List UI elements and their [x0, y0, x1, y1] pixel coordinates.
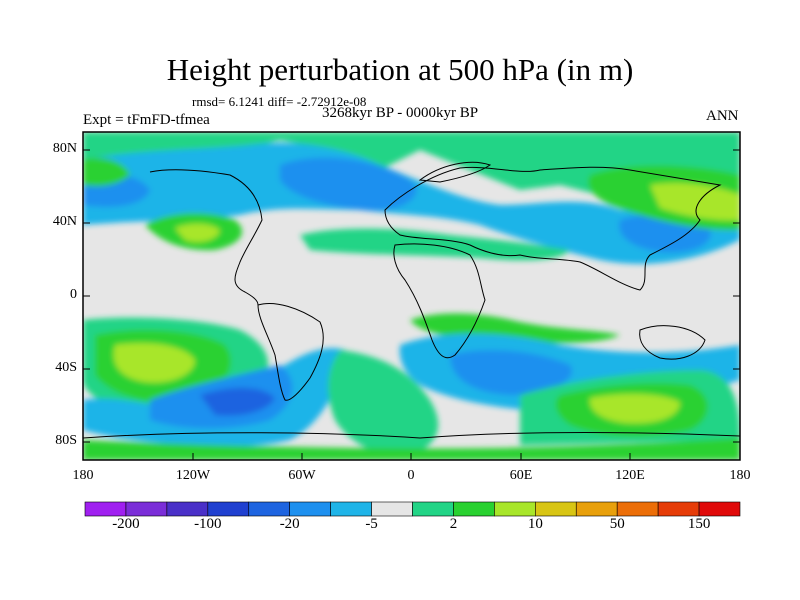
colorbar-swatch [453, 501, 495, 517]
contour-field [83, 132, 740, 460]
contour-yellow-green-namerica [175, 223, 220, 242]
plot-title: Height perturbation at 500 hPa (in m) [166, 52, 634, 87]
coastlines [83, 161, 740, 439]
colorbar-label: 2 [449, 516, 458, 532]
colorbar-swatch [371, 501, 413, 517]
coast-africa [393, 243, 486, 359]
contour-cyan-north [83, 142, 740, 264]
coast-north-america [149, 169, 263, 306]
contour-blue-indian-ocean [450, 350, 572, 395]
coast-australia [639, 325, 706, 360]
coast-eurasia [384, 166, 722, 291]
colorbar-label: 10 [527, 516, 543, 532]
latitude-label: 0 [70, 287, 77, 302]
colorbar-label: 150 [687, 516, 711, 532]
contour-yellow-green-pacific [650, 183, 740, 221]
colorbar-swatch [207, 501, 250, 517]
latitude-label: 80N [52, 141, 77, 156]
season-label: ANN [706, 108, 739, 124]
colorbar-label: -100 [194, 516, 222, 532]
colorbar-label: -20 [279, 516, 300, 532]
colorbar-swatch [698, 501, 741, 517]
longitude-label: 0 [407, 468, 415, 483]
longitude-label: 120E [615, 468, 645, 483]
longitude-label: 180 [72, 468, 94, 483]
contour-dark-blue-south [200, 387, 275, 416]
colorbar-swatch [330, 501, 372, 517]
colorbar-swatch [248, 501, 290, 517]
colorbar-swatch [84, 501, 127, 517]
colorbar [84, 501, 741, 517]
experiment-label: Expt = tFmFD-tfmea [83, 112, 210, 128]
contour-yellow-green-south [113, 343, 195, 383]
colorbar-swatch [657, 501, 700, 517]
rmsd-stats: rmsd= 6.1241 diff= -2.72912e-08 [192, 94, 367, 109]
latitude-label: 40S [55, 360, 77, 375]
longitude-label: 120W [175, 468, 211, 483]
longitude-label: 60W [288, 468, 316, 483]
contour-yellow-green-southern-ocean [589, 393, 680, 424]
colorbar-label: -5 [365, 516, 378, 532]
coast-greenland-scandinavia [418, 161, 492, 183]
contour-light-green-north [83, 132, 740, 200]
contour-light-green-atlantic [328, 350, 439, 456]
colorbar-swatch [125, 501, 168, 517]
longitude-label: 180 [729, 468, 751, 483]
contour-blue-atlantic [280, 157, 417, 211]
coast-south-america [257, 303, 324, 401]
colorbar-swatch [575, 501, 618, 517]
latitude-label: 40N [52, 214, 77, 229]
colorbar-swatch [535, 501, 577, 517]
contour-light-green-midlat [300, 228, 570, 261]
colorbar-label: 50 [609, 516, 625, 532]
colorbar-swatch [616, 501, 659, 517]
longitude-label: 60E [509, 468, 533, 483]
contour-green-antarctic [83, 438, 740, 460]
colorbar-swatch [289, 501, 331, 517]
time-period-label: 3268kyr BP - 0000kyr BP [322, 105, 479, 121]
colorbar-swatch [412, 501, 454, 517]
axis-ticks [82, 149, 741, 460]
colorbar-swatch [494, 501, 536, 517]
coast-antarctica [83, 431, 740, 439]
latitude-label: 80S [55, 433, 77, 448]
colorbar-swatch [166, 501, 209, 517]
contour-green-west [83, 158, 130, 187]
colorbar-label: -200 [112, 516, 140, 532]
